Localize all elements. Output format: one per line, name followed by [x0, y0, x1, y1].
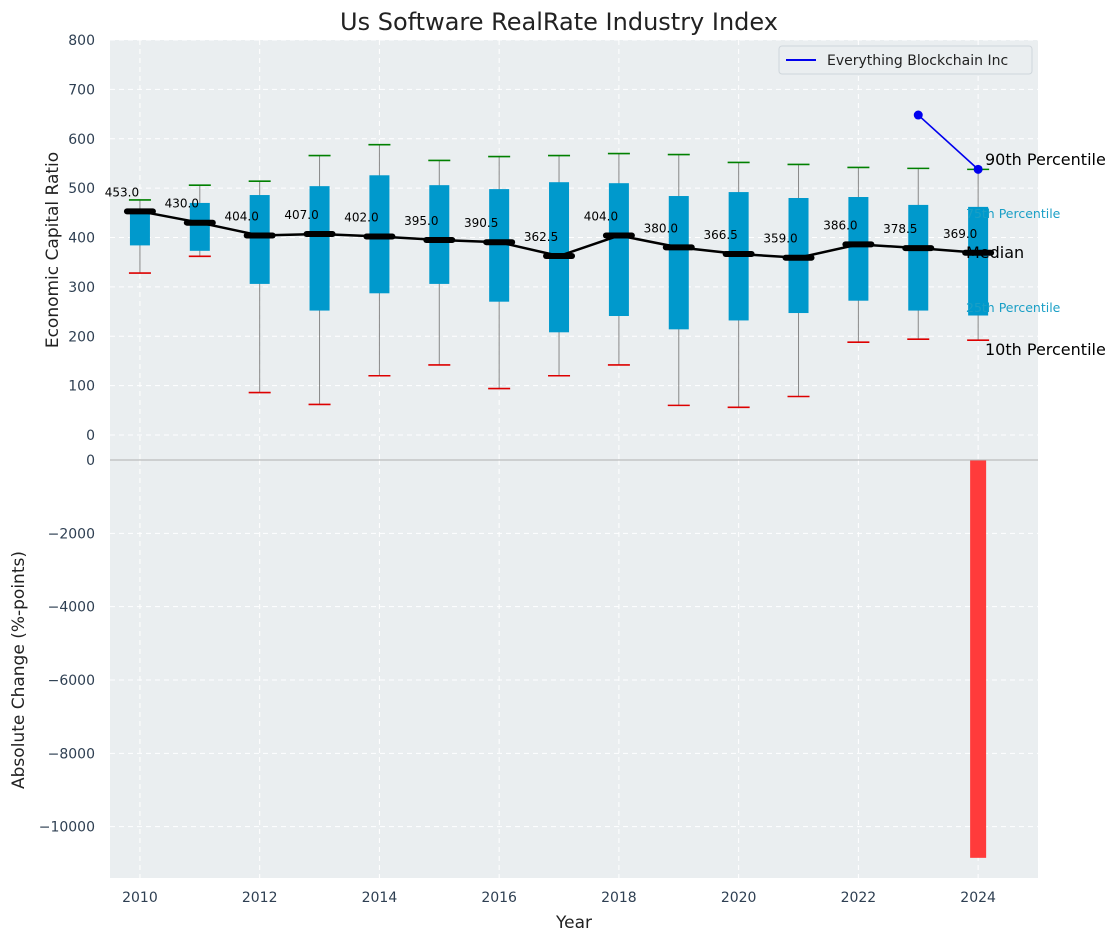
- median-value-label: 404.0: [584, 210, 618, 224]
- x-tick-label: 2016: [481, 890, 517, 906]
- top-y-tick-label: 0: [86, 428, 95, 444]
- bottom-y-tick-labels: 0 −2000 −4000 −6000 −8000 −10000: [39, 453, 95, 836]
- top-y-tick-label: 800: [68, 33, 95, 49]
- iqr-box: [608, 183, 629, 317]
- top-y-tick-label: 100: [68, 379, 95, 395]
- x-tick-label: 2018: [601, 890, 637, 906]
- median-value-label: 402.0: [344, 211, 378, 225]
- median-value-label: 453.0: [105, 185, 139, 199]
- iqr-box: [968, 206, 989, 316]
- legend-box: [778, 45, 1033, 75]
- iqr-box: [429, 185, 450, 284]
- annotation-p10: 10th Percentile: [985, 340, 1106, 359]
- x-tick-label: 2020: [721, 890, 757, 906]
- bottom-chart-marks: [970, 460, 987, 858]
- top-y-axis-label: Economic Capital Ratio: [43, 152, 63, 348]
- top-y-tick-labels: 0 100 200 300 400 500 600 700 800: [68, 33, 95, 444]
- chart-title: Us Software RealRate Industry Index: [340, 8, 778, 36]
- company-point: [973, 164, 983, 174]
- company-line: [917, 114, 979, 170]
- median-value-label: 380.0: [644, 221, 678, 235]
- iqr-box: [189, 202, 210, 251]
- annotation-p90: 90th Percentile: [985, 150, 1106, 169]
- top-y-tick-label: 200: [68, 329, 95, 345]
- x-tick-label: 2010: [122, 890, 158, 906]
- annotation-median: Median: [966, 243, 1024, 262]
- bottom-gridlines: [110, 459, 1038, 878]
- median-value-label: 395.0: [404, 214, 438, 228]
- bottom-y-axis-label: Absolute Change (%-points): [9, 551, 29, 789]
- top-chart-marks: 453.0 430.0 404.0 407.0 402.0 395.0 390.5 362.5…: [105, 110, 995, 409]
- iqr-box: [848, 197, 869, 301]
- iqr-box: [489, 189, 510, 302]
- top-y-tick-label: 400: [68, 231, 95, 247]
- bottom-y-tick-label: −10000: [39, 820, 95, 836]
- median-value-label: 369.0: [943, 227, 977, 241]
- median-value-label: 404.0: [224, 210, 258, 224]
- median-value-label: 386.0: [823, 218, 857, 232]
- iqr-box: [249, 195, 270, 284]
- median-value-label: 362.5: [524, 230, 558, 244]
- bottom-plot-area: [110, 460, 1038, 878]
- median-value-label: 359.0: [763, 232, 797, 246]
- top-y-tick-label: 500: [68, 181, 95, 197]
- iqr-box: [668, 196, 689, 330]
- bottom-y-tick-label: −2000: [48, 526, 95, 542]
- iqr-box: [309, 186, 330, 311]
- median-value-label: 378.5: [883, 222, 917, 236]
- x-tick-label: 2014: [362, 890, 398, 906]
- annotation-p75: 75th Percentile: [966, 206, 1061, 221]
- bottom-y-tick-label: −4000: [48, 600, 95, 616]
- annotation-p25: 25th Percentile: [966, 300, 1061, 315]
- top-y-tick-label: 700: [68, 82, 95, 98]
- x-tick-label: 2012: [242, 890, 278, 906]
- company-point: [913, 110, 923, 120]
- top-y-tick-label: 300: [68, 280, 95, 296]
- x-axis-label: Year: [555, 913, 592, 933]
- median-value-label: 390.5: [464, 216, 498, 230]
- median-value-label: 366.5: [703, 228, 737, 242]
- bottom-y-tick-label: −6000: [48, 673, 95, 689]
- median-value-label: 430.0: [165, 197, 199, 211]
- change-bar: [970, 460, 987, 858]
- bottom-y-tick-label: 0: [86, 453, 95, 469]
- iqr-box: [129, 209, 150, 246]
- x-tick-label: 2024: [960, 890, 996, 906]
- top-y-tick-label: 600: [68, 132, 95, 148]
- bottom-y-tick-label: −8000: [48, 746, 95, 762]
- iqr-box: [908, 204, 929, 311]
- x-tick-label: 2022: [841, 890, 877, 906]
- x-tick-labels: 2010 2012 2014 2016 2018 2020 2022 2024: [122, 890, 996, 906]
- median-value-label: 407.0: [284, 208, 318, 222]
- legend-label-company: Everything Blockchain Inc: [827, 53, 1008, 69]
- legend: Everything Blockchain Inc: [778, 45, 1033, 75]
